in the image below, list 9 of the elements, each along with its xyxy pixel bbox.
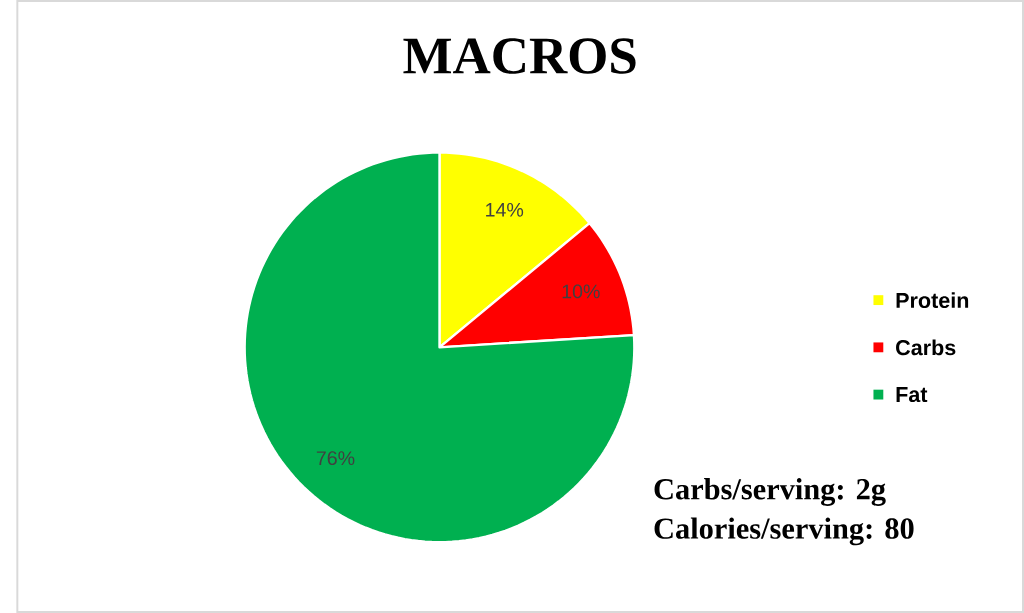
data-label: 76% — [316, 451, 355, 466]
chart-title: MACROS — [403, 38, 636, 74]
text: Carbs/serving: 2g — [654, 478, 886, 506]
legend-label: Carbs — [896, 339, 956, 356]
data-label: 14% — [486, 202, 524, 217]
data-label: 10% — [562, 284, 600, 299]
text: Calories/serving: 80 — [654, 517, 914, 546]
legend-label: Fat — [896, 387, 928, 403]
legend-label: Protein — [896, 292, 969, 309]
